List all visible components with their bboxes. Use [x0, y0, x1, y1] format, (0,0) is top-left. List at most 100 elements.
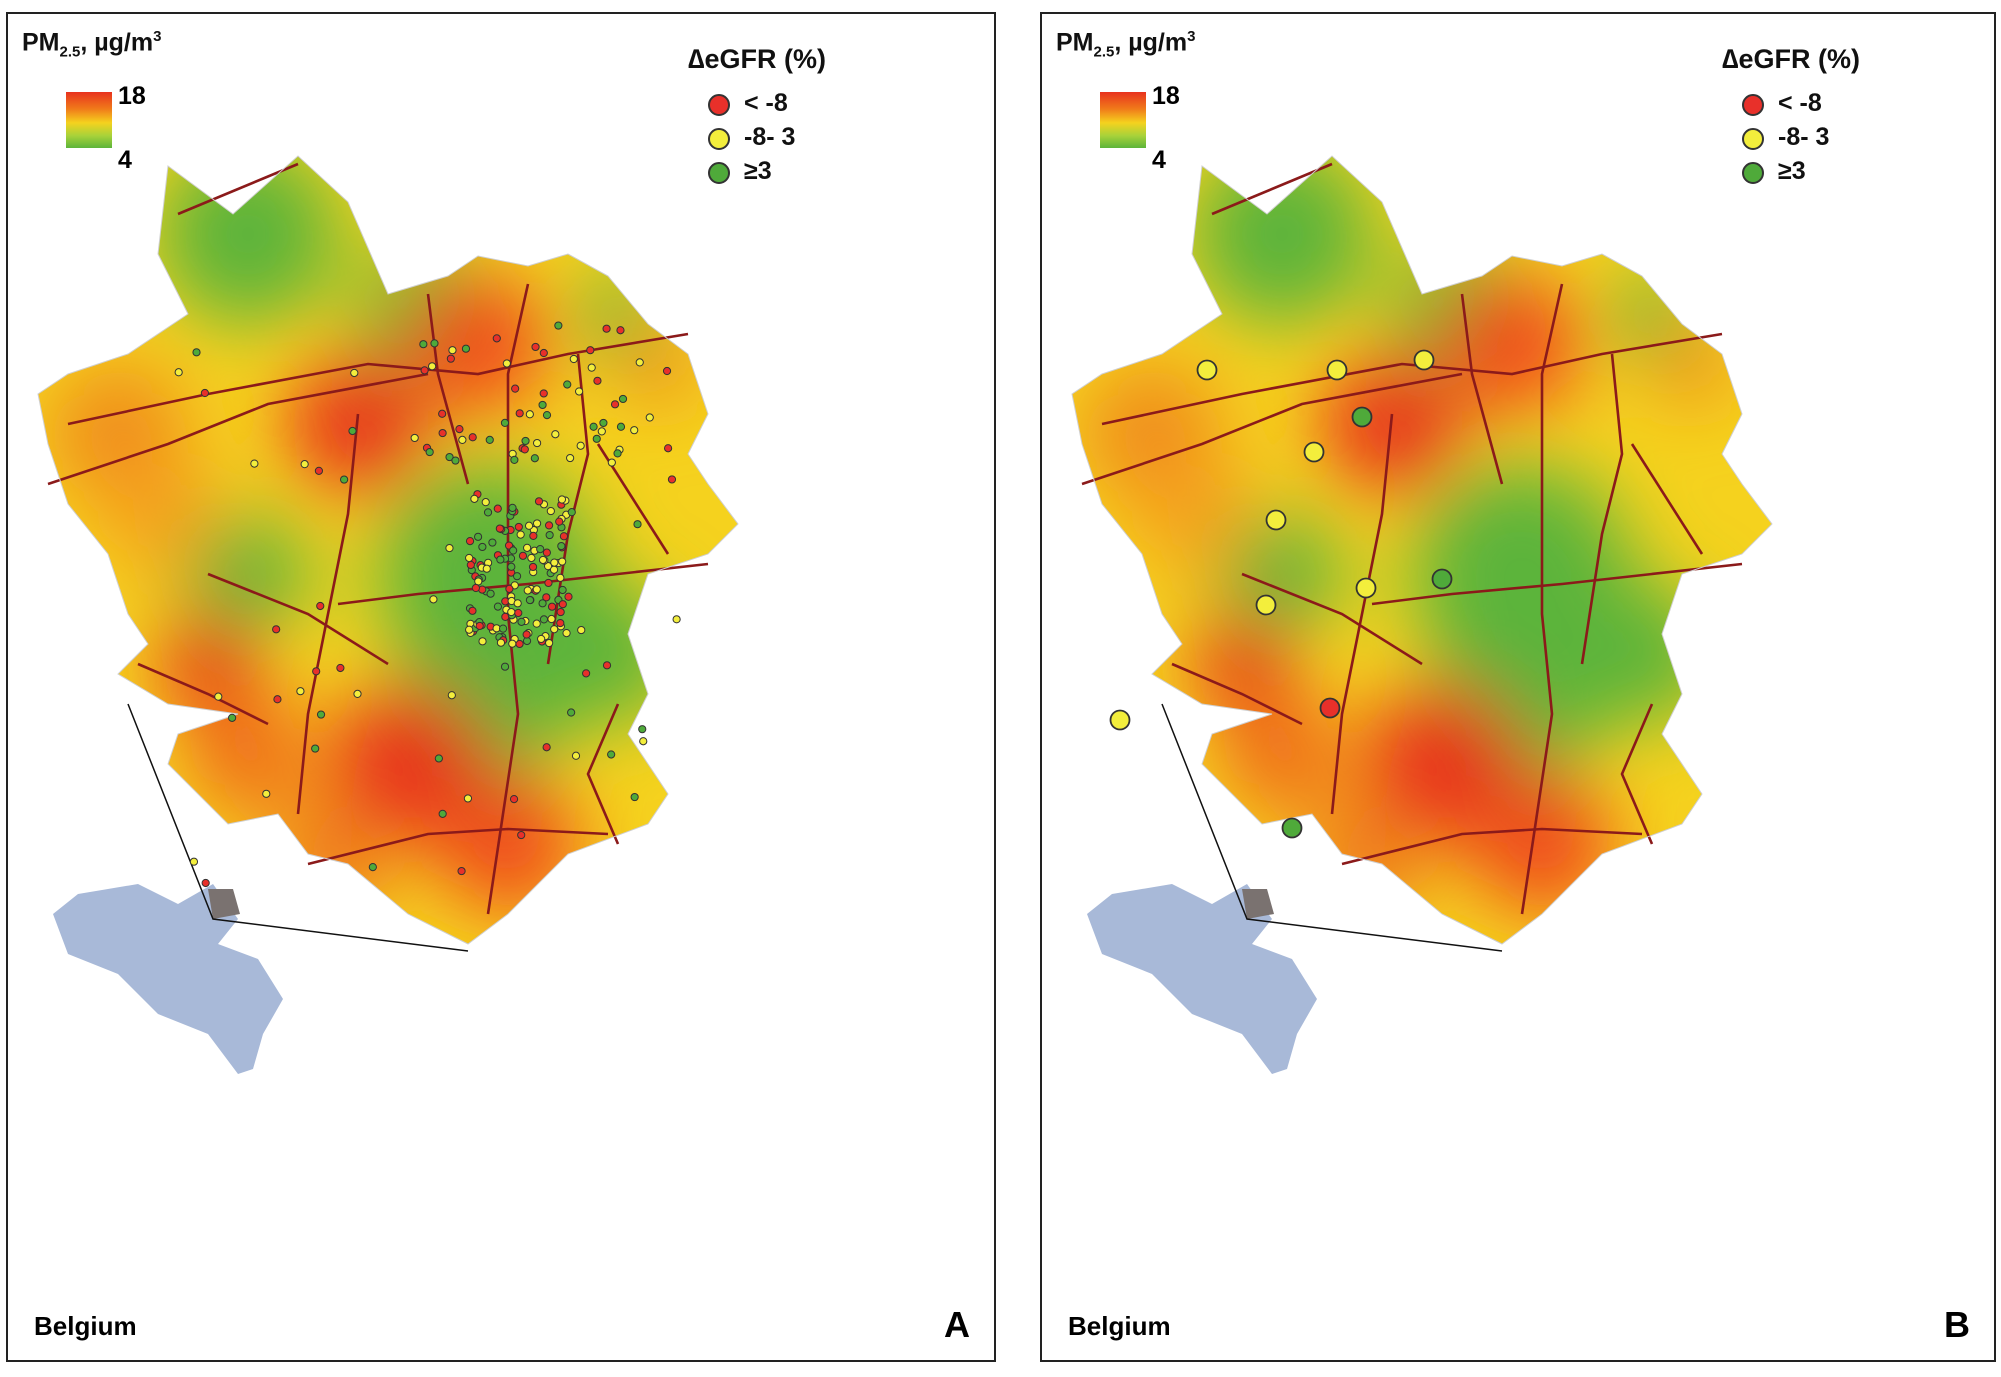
participant-dot: [607, 458, 616, 467]
participant-dot: [559, 532, 569, 541]
map-panel-a: PM2.5, µg/m3 18 4 ∆eGFR (%) < -8 -8- 3 ≥…: [6, 12, 996, 1362]
participant-dot: [500, 662, 510, 671]
participant-dot: [486, 589, 495, 598]
participant-dot: [539, 615, 549, 624]
panel-letter: B: [1944, 1304, 1970, 1345]
participant-dot: [498, 624, 508, 633]
participant-dot: [350, 368, 359, 378]
participant-dot: [510, 455, 519, 464]
participant-dot: [475, 621, 484, 631]
participant-dot: [1326, 359, 1348, 381]
participant-dot: [455, 424, 464, 434]
road: [1171, 662, 1303, 726]
road: [307, 827, 609, 866]
participant-dot: [586, 346, 595, 355]
high-pollution-zone: [1222, 694, 1342, 814]
participant-dot: [525, 410, 534, 419]
participant-dot: [539, 389, 548, 398]
participant-dot: [558, 557, 567, 566]
participant-dot: [228, 713, 237, 722]
legend-dot-red: [1742, 94, 1764, 116]
legend-label-mid: -8- 3: [744, 123, 796, 151]
participant-dot: [558, 585, 567, 595]
inset-leader-line: [127, 703, 469, 952]
participant-dot: [458, 435, 467, 444]
participant-dot: [273, 695, 282, 704]
participant-dot: [192, 348, 201, 357]
road: [1330, 413, 1394, 815]
participant-dot: [514, 522, 523, 532]
high-pollution-zone: [98, 454, 218, 574]
participant-dot: [214, 692, 223, 701]
participant-dot: [527, 553, 536, 563]
pm-legend-title: PM2.5, µg/m3: [22, 28, 162, 61]
legend-dot-red: [708, 94, 730, 116]
participant-dot: [488, 538, 497, 547]
high-pollution-zone: [188, 694, 308, 814]
participant-dot: [1109, 709, 1131, 731]
participant-dot: [514, 608, 523, 618]
participant-dot: [569, 354, 578, 364]
road: [1620, 703, 1654, 845]
participant-dot: [523, 586, 532, 595]
scale-min-label: 4: [118, 146, 132, 174]
participant-dot: [353, 689, 362, 698]
participant-dot: [200, 388, 209, 398]
participant-dot: [505, 584, 514, 593]
participant-dot: [672, 615, 681, 624]
high-pollution-zone: [328, 684, 488, 844]
participant-dot: [425, 447, 434, 457]
participant-dot: [547, 614, 556, 624]
participant-dot: [520, 445, 529, 454]
road-network: [1081, 162, 1743, 915]
participant-dot: [532, 519, 542, 528]
participant-dot: [542, 743, 551, 752]
road: [1460, 293, 1504, 485]
participant-dot: [428, 362, 437, 371]
participant-dot: [447, 691, 456, 700]
participant-dot: [465, 553, 474, 563]
participant-dot: [602, 661, 612, 670]
participant-dot: [523, 543, 532, 552]
participant-dot: [550, 625, 559, 634]
participant-dot: [340, 475, 349, 484]
participant-dot: [544, 521, 554, 530]
participant-dot: [518, 551, 528, 560]
participant-dot: [543, 562, 553, 571]
participant-dot: [556, 573, 565, 582]
participant-dot: [419, 340, 428, 349]
participant-dot: [575, 387, 584, 396]
high-pollution-zone: [1472, 774, 1612, 914]
map-panel-b: PM2.5, µg/m3 18 4 ∆eGFR (%) < -8 -8- 3 ≥…: [1040, 12, 1996, 1362]
road: [1371, 562, 1743, 606]
road: [1081, 372, 1463, 486]
participant-dot: [616, 422, 626, 431]
road: [47, 372, 429, 486]
region-outline: [37, 155, 739, 945]
participant-dot: [587, 363, 596, 372]
participant-dot: [509, 546, 518, 555]
participant-dot: [1431, 568, 1453, 590]
participant-dot: [545, 530, 554, 540]
road: [296, 413, 360, 815]
participant-dot: [544, 578, 553, 588]
participant-dot: [461, 344, 471, 353]
participant-dot: [567, 508, 576, 517]
legend-dot-green: [708, 162, 730, 184]
participant-dot: [516, 530, 525, 539]
region-location-inset: [208, 889, 240, 919]
participant-dot: [446, 354, 455, 363]
participant-dot: [555, 517, 564, 526]
participant-dot: [524, 521, 534, 530]
participant-dot: [566, 453, 575, 463]
legend-label-high: ≥3: [1778, 157, 1806, 185]
participant-dot: [534, 497, 544, 506]
participant-dot: [558, 600, 567, 609]
legend-label-high: ≥3: [744, 157, 772, 185]
participant-dot: [521, 436, 530, 446]
country-label: Belgium: [34, 1311, 137, 1341]
participant-dot: [478, 542, 487, 552]
participant-dot: [538, 555, 548, 565]
participant-dot: [316, 601, 325, 611]
participant-dot: [638, 725, 647, 734]
